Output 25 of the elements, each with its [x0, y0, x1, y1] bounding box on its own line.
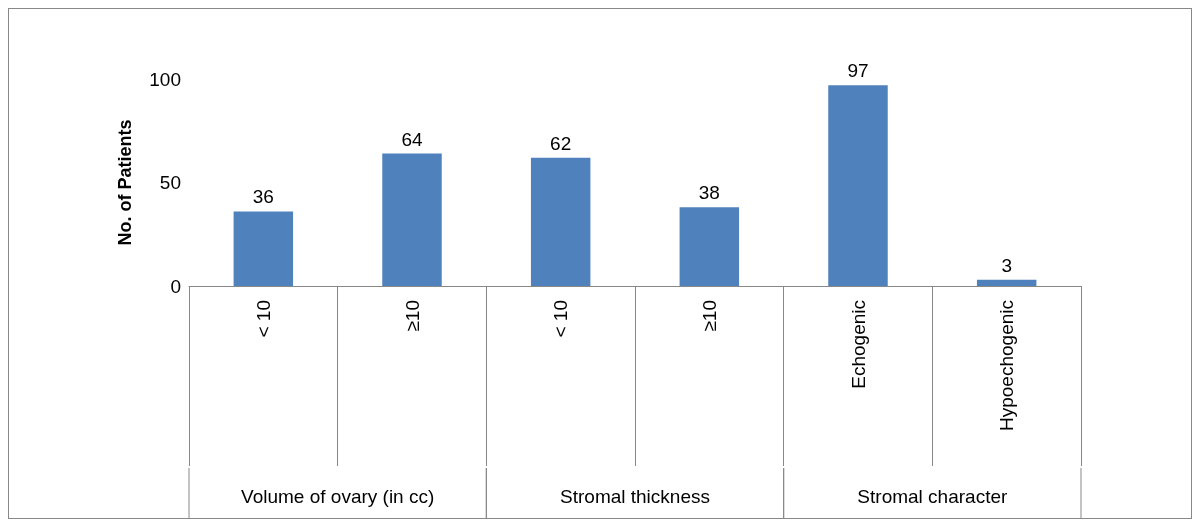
bar — [828, 85, 888, 286]
x-tick-label: < 10 — [252, 300, 274, 338]
bar — [530, 157, 591, 286]
x-tick-label: < 10 — [550, 300, 572, 338]
x-tick-label: Hypoechogenic — [996, 300, 1018, 431]
text: Stromal character — [857, 485, 1008, 507]
data-label: 36 — [252, 186, 274, 208]
x-tick-label: ≥10 — [401, 300, 423, 332]
bar — [233, 211, 294, 286]
x-tick-label: Echogenic — [847, 300, 869, 389]
y-tick-label: 100 — [149, 68, 181, 90]
bar — [382, 153, 442, 286]
data-label: 38 — [698, 182, 720, 204]
y-tick-label: 50 — [159, 172, 181, 193]
text: Volume of ovary (in cc) — [241, 485, 435, 507]
text: Stromal thickness — [560, 485, 710, 507]
y-tick-label: 0 — [170, 275, 181, 297]
x-tick-label: ≥10 — [698, 300, 720, 332]
data-label: 3 — [1001, 254, 1012, 276]
bar — [679, 207, 740, 286]
bar — [976, 279, 1037, 286]
data-label: 97 — [847, 60, 869, 82]
data-label: 62 — [550, 132, 572, 154]
data-label: 64 — [401, 128, 423, 150]
y-axis-title: No. of Patients — [115, 119, 135, 246]
